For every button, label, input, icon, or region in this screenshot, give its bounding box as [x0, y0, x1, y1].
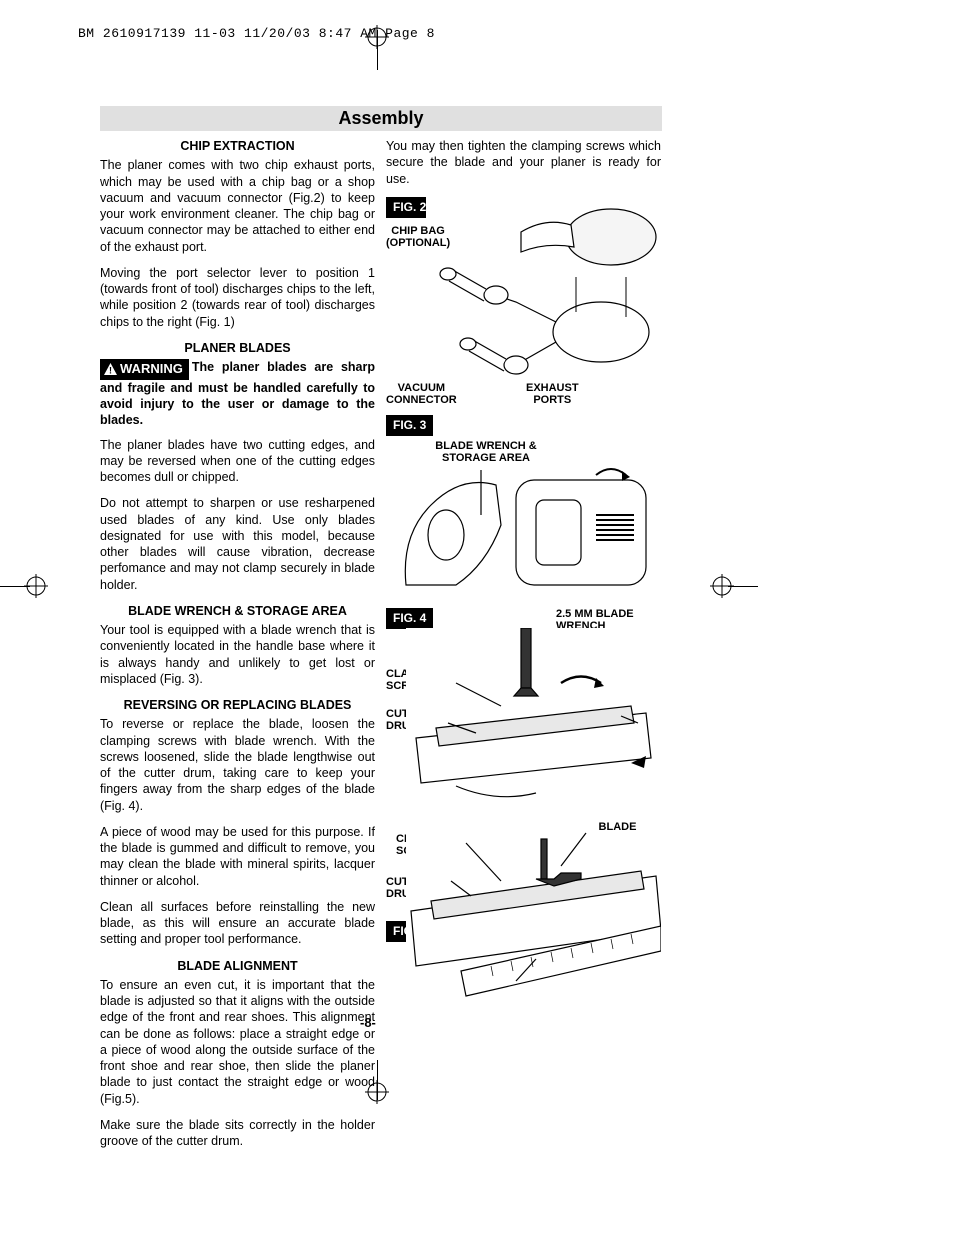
- registration-mark: [24, 574, 48, 598]
- heading-chip-extraction: CHIP EXTRACTION: [100, 138, 375, 154]
- paragraph: Clean all surfaces before reinstalling t…: [100, 899, 375, 948]
- left-column: CHIP EXTRACTION The planer comes with tw…: [100, 138, 375, 1159]
- warning-label: WARNING: [120, 361, 183, 376]
- paragraph: The planer comes with two chip exhaust p…: [100, 157, 375, 255]
- figure-5: BLADE WRENCH CLAMPINGSCREW CUTTERDRUM FI…: [386, 821, 661, 1016]
- paragraph: A piece of wood may be used for this pur…: [100, 824, 375, 889]
- figure-4: FIG. 4 2.5 MM BLADEWRENCH CLAMPINGSCREW …: [386, 608, 661, 813]
- fig2-illustration: [426, 197, 661, 407]
- fig5-illustration: [406, 831, 661, 1011]
- paragraph: To reverse or replace the blade, loosen …: [100, 716, 375, 814]
- paragraph: Your tool is equipped with a blade wrenc…: [100, 622, 375, 687]
- warning-block: !WARNING The planer blades are sharp and…: [100, 359, 375, 429]
- paragraph: To ensure an even cut, it is important t…: [100, 977, 375, 1107]
- figure-3: FIG. 3 BLADE WRENCH &STORAGE AREA: [386, 415, 661, 600]
- paragraph: You may then tighten the clamping screws…: [386, 138, 661, 187]
- heading-blade-wrench-storage: BLADE WRENCH & STORAGE AREA: [100, 603, 375, 619]
- callout-blade-wrench-storage: BLADE WRENCH &STORAGE AREA: [421, 440, 551, 465]
- paragraph: Moving the port selector lever to positi…: [100, 265, 375, 330]
- registration-mark: [365, 25, 389, 49]
- registration-mark: [710, 574, 734, 598]
- warning-badge: ! WARNING: [100, 359, 189, 380]
- warning-icon: !: [104, 363, 117, 375]
- callout-vacuum-connector: VACUUMCONNECTOR: [386, 382, 457, 407]
- figure-2: FIG. 2 CHIP BAG(OPT: [386, 197, 661, 407]
- fig4-illustration: [406, 628, 661, 813]
- fig-label: FIG. 3: [386, 415, 433, 437]
- heading-blade-alignment: BLADE ALIGNMENT: [100, 958, 375, 974]
- svg-text:!: !: [109, 366, 112, 376]
- page-title: Assembly: [100, 106, 662, 131]
- right-column: You may then tighten the clamping screws…: [386, 138, 661, 1024]
- paragraph: The planer blades have two cutting edges…: [100, 437, 375, 486]
- heading-planer-blades: PLANER BLADES: [100, 340, 375, 356]
- fig-label: FIG. 4: [386, 608, 433, 630]
- callout-chip-bag: CHIP BAG(OPTIONAL): [386, 225, 450, 250]
- callout-exhaust-ports: EXHAUSTPORTS: [526, 382, 579, 407]
- paragraph: Make sure the blade sits correctly in th…: [100, 1117, 375, 1150]
- paragraph: Do not attempt to sharpen or use resharp…: [100, 495, 375, 593]
- heading-reversing-replacing: REVERSING OR REPLACING BLADES: [100, 697, 375, 713]
- page-number: -8-: [360, 1015, 376, 1032]
- fig3-illustration: [386, 465, 661, 600]
